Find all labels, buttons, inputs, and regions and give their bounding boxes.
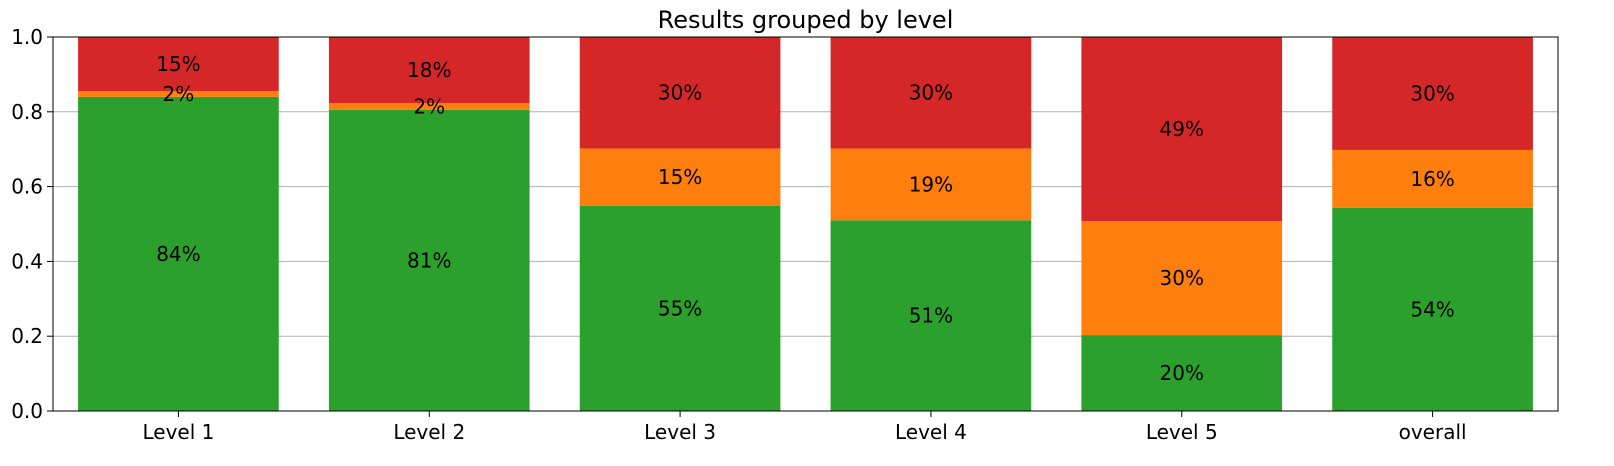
bar-segment	[78, 37, 279, 92]
bar-value-label: 20%	[1160, 361, 1204, 385]
x-tick-label: overall	[1399, 420, 1467, 444]
bar-segment	[78, 96, 279, 411]
x-tick-label: Level 5	[1146, 420, 1218, 444]
bar-segment	[1081, 335, 1283, 411]
bar-segment	[1081, 221, 1283, 336]
bar-segment	[830, 220, 1032, 411]
y-tick-label: 0.4	[11, 249, 43, 273]
x-axis: Level 1 Level 2 Level 3 Level 4 Level 5 overa…	[142, 411, 1467, 444]
bar-value-label: 84%	[156, 242, 200, 266]
y-tick-label: 0.2	[11, 324, 43, 348]
bar-value-label: 30%	[1160, 266, 1204, 290]
bar-value-label: 55%	[658, 296, 702, 320]
y-tick-label: 0.8	[11, 100, 43, 124]
y-tick-label: 0.6	[11, 175, 43, 199]
bar-value-label: 30%	[1410, 81, 1454, 105]
bar-segment	[78, 91, 279, 97]
bar-segment	[830, 148, 1032, 221]
bars	[78, 37, 1533, 412]
bar-segment	[1332, 207, 1533, 411]
bar-segment	[1081, 37, 1283, 222]
y-tick-label: 0.0	[11, 399, 43, 423]
bar-segment	[579, 205, 781, 411]
bar-value-label: 81%	[407, 248, 451, 272]
bar-value-label: 51%	[909, 304, 953, 328]
bar-segment	[328, 109, 530, 412]
y-tick-label: 1.0	[11, 25, 43, 49]
x-tick-label: Level 1	[142, 420, 214, 444]
bar-value-label: 30%	[658, 81, 702, 105]
bar-segment	[1332, 149, 1533, 208]
bar-value-label: 54%	[1410, 297, 1454, 321]
data-labels: 84% 2% 15% 81% 2% 18% 55% 15% 30% 51% 19% 30% 20% 30%…	[156, 52, 1455, 385]
bar-value-label: 2%	[163, 82, 195, 106]
bar-segment	[328, 103, 530, 110]
x-tick-label: Level 3	[644, 420, 716, 444]
bar-value-label: 18%	[407, 58, 451, 82]
plot-frame	[52, 36, 1559, 412]
bar-value-label: 49%	[1160, 117, 1204, 141]
bar-segment	[1332, 37, 1533, 150]
bar-value-label: 19%	[909, 172, 953, 196]
x-tick-label: Level 2	[393, 420, 465, 444]
chart-title: Results grouped by level	[658, 6, 954, 34]
bar-segment	[328, 37, 530, 104]
bar-value-label: 30%	[909, 81, 953, 105]
bar-segment	[830, 37, 1032, 149]
bar-segment	[579, 148, 781, 206]
bar-value-label: 15%	[156, 52, 200, 76]
bar-value-label: 16%	[1410, 167, 1454, 191]
x-tick-label: Level 4	[895, 420, 967, 444]
bar-value-label: 15%	[658, 165, 702, 189]
bar-segment	[579, 37, 781, 149]
y-axis: 0.0 0.2 0.4 0.6 0.8 1.0	[11, 25, 53, 423]
bar-value-label: 2%	[413, 95, 445, 119]
